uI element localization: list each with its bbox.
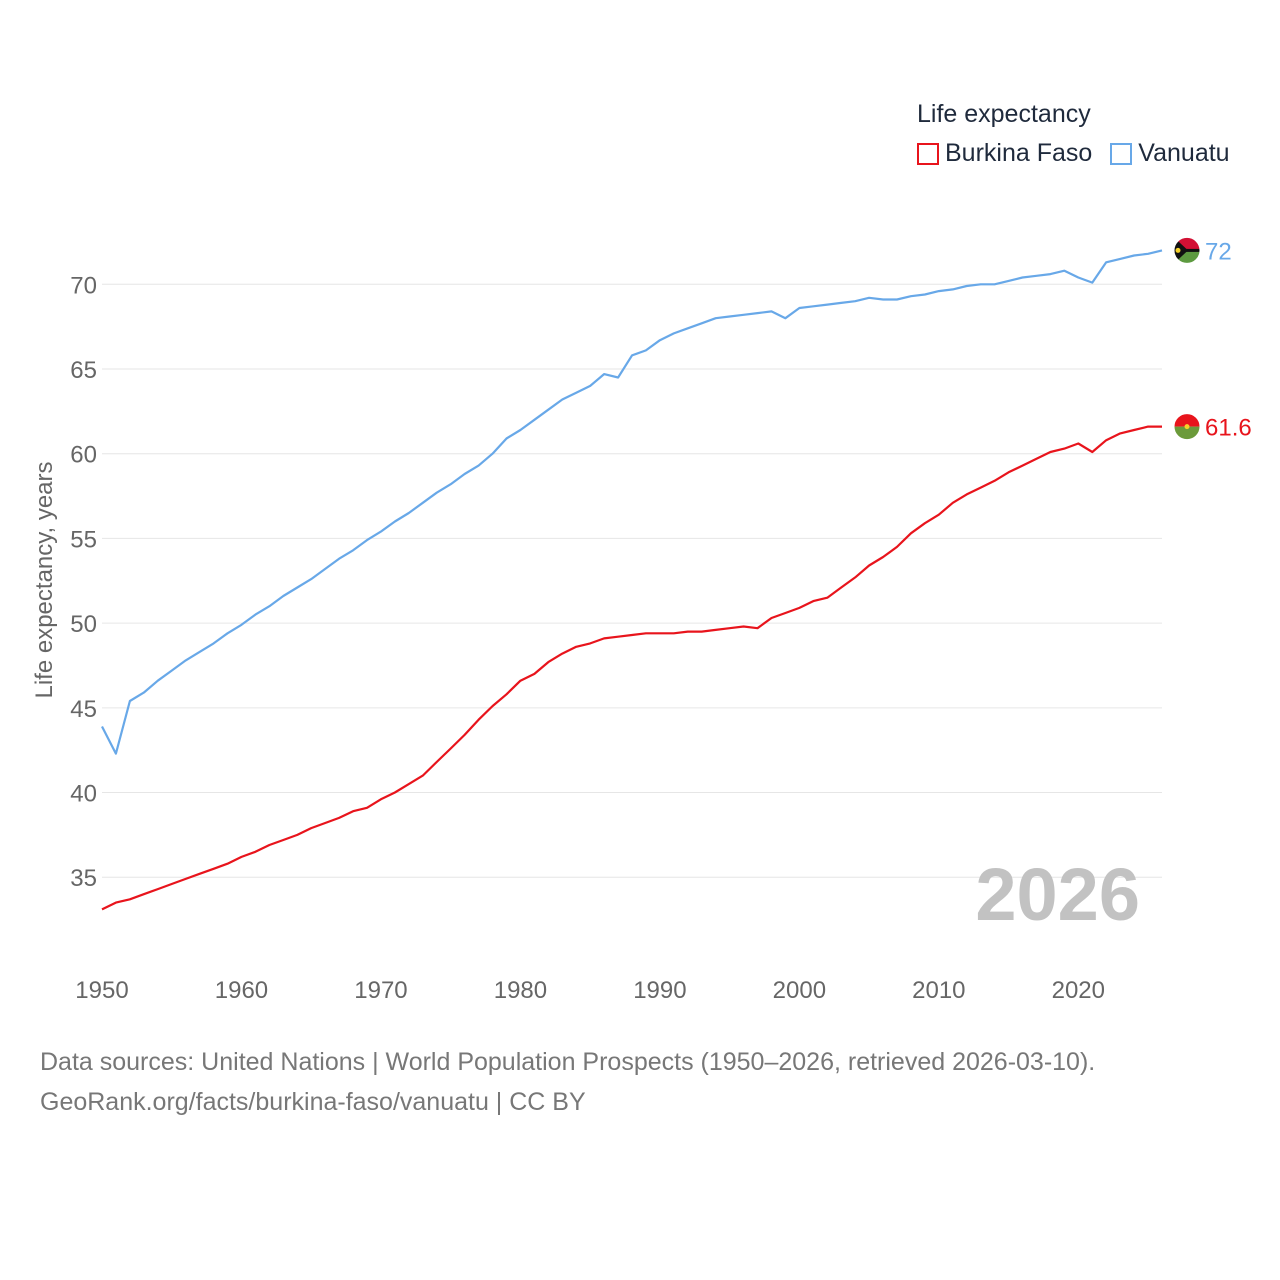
y-tick-label-55: 55 bbox=[70, 526, 97, 553]
y-tick-label-50: 50 bbox=[70, 611, 97, 638]
x-tick-label-1950: 1950 bbox=[75, 977, 128, 1004]
y-tick-label-70: 70 bbox=[70, 272, 97, 299]
y-axis-label: Life expectancy, years bbox=[31, 461, 58, 698]
x-tick-label-1990: 1990 bbox=[633, 977, 686, 1004]
x-tick-label-2020: 2020 bbox=[1052, 977, 1105, 1004]
sources-line-1: Data sources: United Nations | World Pop… bbox=[40, 1048, 1096, 1076]
data-sources: Data sources: United Nations | World Pop… bbox=[40, 1042, 1095, 1122]
y-tick-label-45: 45 bbox=[70, 696, 97, 723]
y-tick-label-35: 35 bbox=[70, 865, 97, 892]
vanuatu-flag-icon bbox=[1173, 236, 1201, 264]
x-tick-label-2010: 2010 bbox=[912, 977, 965, 1004]
y-tick-label-60: 60 bbox=[70, 442, 97, 469]
x-tick-label-1970: 1970 bbox=[354, 977, 407, 1004]
year-watermark: 2026 bbox=[975, 853, 1140, 936]
legend-item-vanuatu[interactable]: Vanuatu bbox=[1110, 139, 1230, 168]
series-lines bbox=[101, 249, 1163, 911]
legend-title: Life expectancy bbox=[917, 100, 1091, 128]
sources-line-2[interactable]: GeoRank.org/facts/burkina-faso/vanuatu |… bbox=[40, 1088, 586, 1116]
end-label-vanuatu: 72 bbox=[1205, 238, 1232, 265]
x-tick-label-1980: 1980 bbox=[494, 977, 547, 1004]
x-tick-label-1960: 1960 bbox=[215, 977, 268, 1004]
legend-label-burkina-faso: Burkina Faso bbox=[945, 139, 1093, 167]
y-axis-ticks: 35 40 45 50 55 60 65 70 bbox=[70, 272, 97, 892]
series-line-burkina-faso bbox=[101, 425, 1162, 911]
legend: Life expectancy Burkina Faso Vanuatu bbox=[917, 100, 1230, 168]
end-label-burkina-faso: 61.6 bbox=[1205, 415, 1252, 442]
legend-label-vanuatu: Vanuatu bbox=[1138, 139, 1230, 167]
burkina-faso-flag-icon bbox=[1173, 413, 1201, 441]
x-tick-label-2000: 2000 bbox=[773, 977, 826, 1004]
legend-swatch-burkina-faso bbox=[917, 142, 939, 165]
legend-swatch-vanuatu bbox=[1110, 142, 1133, 165]
series-line-vanuatu bbox=[101, 249, 1163, 755]
legend-item-burkina-faso[interactable]: Burkina Faso bbox=[917, 139, 1092, 168]
gridlines bbox=[102, 283, 1162, 878]
x-axis-ticks: 1950 1960 1970 1980 1990 2000 2010 2020 bbox=[75, 977, 1105, 1004]
end-markers: 61.6 72 bbox=[1173, 236, 1252, 442]
y-tick-label-40: 40 bbox=[70, 781, 97, 808]
y-tick-label-65: 65 bbox=[70, 357, 97, 384]
